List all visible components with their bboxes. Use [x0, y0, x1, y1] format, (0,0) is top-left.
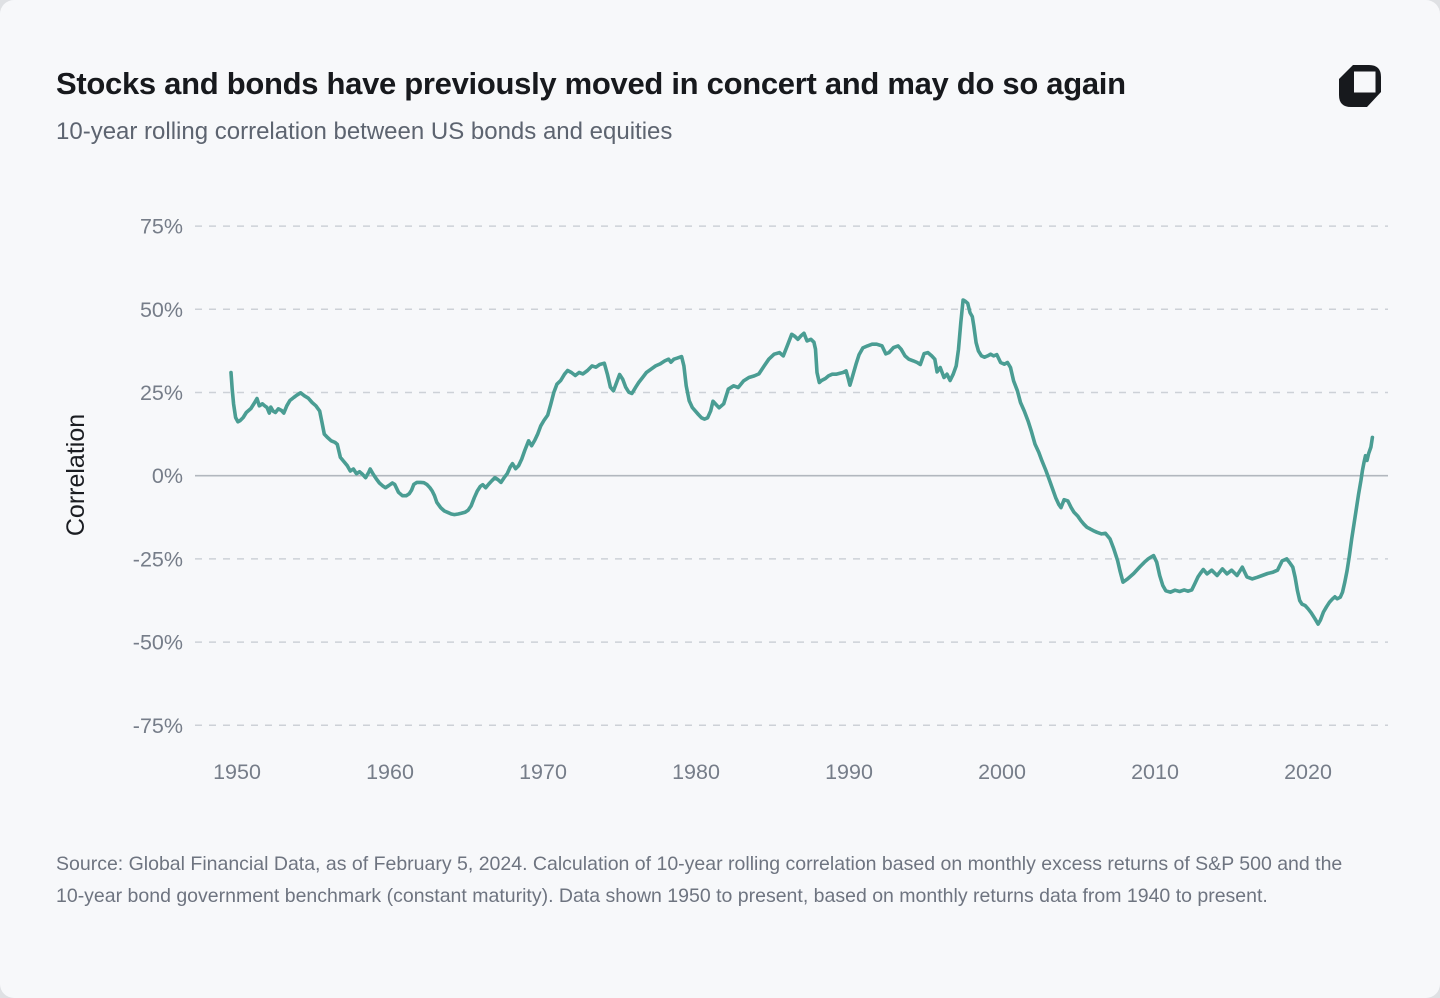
- page-title: Stocks and bonds have previously moved i…: [56, 66, 1126, 101]
- y-tick-label: -25%: [133, 547, 183, 571]
- page-subtitle: 10-year rolling correlation between US b…: [56, 118, 673, 145]
- y-tick-label: 25%: [140, 381, 183, 405]
- y-tick-label: 0%: [152, 464, 183, 488]
- source-footnote: Source: Global Financial Data, as of Feb…: [56, 853, 1343, 907]
- y-tick-label: 50%: [140, 298, 183, 322]
- x-tick-label: 1980: [672, 760, 720, 784]
- correlation-series-line: [229, 298, 1375, 626]
- x-tick-label: 2010: [1131, 760, 1179, 784]
- y-tick-label: 75%: [140, 215, 183, 239]
- x-tick-label: 1990: [825, 760, 873, 784]
- x-tick-label: 2000: [978, 760, 1026, 784]
- x-tick-label: 1950: [213, 760, 261, 784]
- y-tick-label: -50%: [133, 631, 183, 655]
- y-tick-label: -75%: [133, 714, 183, 738]
- y-axis-label: Correlation: [62, 414, 90, 536]
- x-tick-label: 1960: [366, 760, 414, 784]
- x-tick-label: 1970: [519, 760, 567, 784]
- brand-logo-icon: [1339, 65, 1381, 107]
- x-tick-label: 2020: [1284, 760, 1332, 784]
